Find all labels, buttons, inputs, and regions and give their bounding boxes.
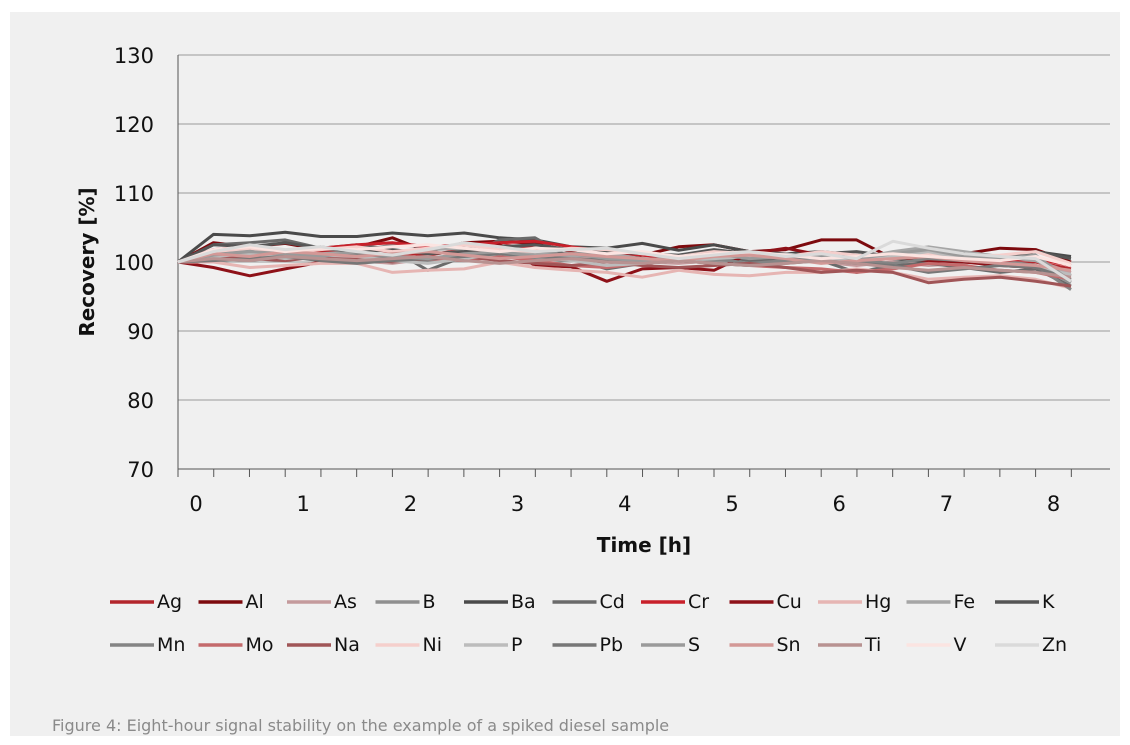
legend-item-Al: Al	[198, 591, 264, 613]
recovery-line-chart: 70 80 90 100 110 120 130 0 1 2 3 4 5 6 7 8 Time [h] Recov…	[75, 44, 1110, 656]
legend-item-S: S	[641, 634, 700, 656]
y-tick-label-130: 130	[114, 44, 154, 68]
legend-label: Ag	[157, 591, 182, 613]
series-line-Ba	[177, 230, 1072, 264]
legend-item-Pb: Pb	[552, 634, 624, 656]
legend-item-Cu: Cu	[729, 591, 802, 613]
legend-item-Cr: Cr	[641, 591, 709, 613]
legend-label: Zn	[1042, 634, 1067, 656]
y-tick-label-100: 100	[114, 251, 154, 275]
legend-item-Mn: Mn	[110, 634, 185, 656]
legend-label: V	[954, 634, 967, 656]
legend-item-Ba: Ba	[464, 591, 536, 613]
legend-item-V: V	[906, 634, 967, 656]
x-tick-label-1: 1	[297, 492, 310, 516]
figure-panel: 70 80 90 100 110 120 130 0 1 2 3 4 5 6 7 8 Time [h] Recov…	[10, 12, 1120, 736]
legend-label: K	[1042, 591, 1055, 613]
legend-label: Na	[334, 634, 360, 656]
series-line-Ti	[177, 255, 1072, 279]
legend-item-Ag: Ag	[110, 591, 182, 613]
legend-item-Sn: Sn	[729, 634, 801, 656]
y-tick-label-80: 80	[127, 389, 154, 413]
legend-label: Mo	[246, 634, 274, 656]
legend-item-Hg: Hg	[818, 591, 891, 613]
series-line-Zn	[177, 239, 1072, 283]
legend-label: Al	[246, 591, 264, 613]
series-line-Hg	[178, 260, 1072, 290]
y-tick-label-120: 120	[114, 113, 154, 137]
legend-item-Ti: Ti	[818, 634, 881, 656]
x-tick-label-2: 2	[404, 492, 417, 516]
x-tick-label-3: 3	[511, 492, 524, 516]
legend-label: P	[511, 634, 522, 656]
legend-item-B: B	[375, 591, 436, 613]
y-tick-label-70: 70	[127, 458, 154, 482]
x-tick-label-7: 7	[940, 492, 953, 516]
x-tick-label-8: 8	[1047, 492, 1060, 516]
y-tick-label-110: 110	[114, 182, 154, 206]
legend-label: As	[334, 591, 357, 613]
legend-label: Ni	[423, 634, 443, 656]
legend-label: Ti	[864, 634, 881, 656]
y-axis-title: Recovery [%]	[75, 187, 99, 336]
legend-item-P: P	[464, 634, 522, 656]
legend-item-Cd: Cd	[552, 591, 625, 613]
legend-label: Ba	[511, 591, 536, 613]
legend-item-Zn: Zn	[995, 634, 1067, 656]
legend-item-Ni: Ni	[375, 634, 443, 656]
x-tick-label-5: 5	[725, 492, 738, 516]
legend-item-Mo: Mo	[198, 634, 274, 656]
legend-item-Fe: Fe	[906, 591, 976, 613]
legend-label: Cr	[688, 591, 709, 613]
legend-item-Na: Na	[287, 634, 360, 656]
legend-label: S	[688, 634, 700, 656]
figure-caption: Figure 4: Eight-hour signal stability on…	[52, 716, 670, 735]
legend-label: Pb	[600, 634, 624, 656]
legend-label: Mn	[157, 634, 185, 656]
x-axis-title: Time [h]	[597, 533, 691, 557]
x-tick-label-0: 0	[189, 492, 202, 516]
x-tick-label-4: 4	[618, 492, 631, 516]
legend-label: Cd	[600, 591, 625, 613]
legend-item-K: K	[995, 591, 1055, 613]
y-tick-label-90: 90	[127, 320, 154, 344]
legend-label: Sn	[777, 634, 801, 656]
x-tick-label-6: 6	[833, 492, 846, 516]
legend-label: Hg	[865, 591, 891, 613]
legend-item-As: As	[287, 591, 357, 613]
legend-label: Fe	[954, 591, 976, 613]
legend-label: Cu	[777, 591, 802, 613]
series-line-S	[177, 248, 1072, 283]
legend-label: B	[423, 591, 436, 613]
